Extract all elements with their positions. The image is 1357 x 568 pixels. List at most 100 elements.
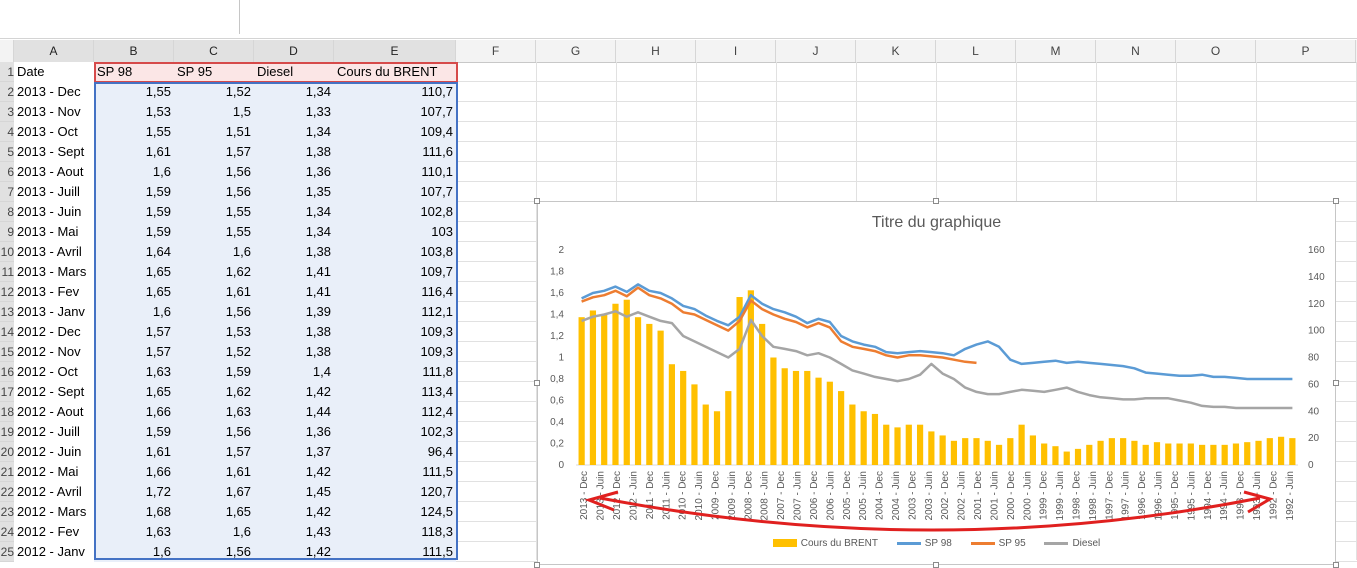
cell-date[interactable]: 2013 - Sept — [14, 142, 94, 162]
cell-sp95[interactable]: 1,53 — [174, 322, 254, 342]
cell-diesel[interactable]: 1,35 — [254, 182, 334, 202]
cell-date[interactable]: 2012 - Fev — [14, 522, 94, 542]
cell-sp98[interactable]: 1,6 — [94, 542, 174, 562]
cell-diesel[interactable]: 1,34 — [254, 82, 334, 102]
cell-date[interactable]: 2012 - Aout — [14, 402, 94, 422]
cell-brent[interactable]: 110,7 — [334, 82, 456, 102]
column-header-d[interactable]: D — [254, 40, 334, 62]
chart-resize-handle-s[interactable] — [933, 562, 939, 568]
cell-date[interactable]: 2013 - Avril — [14, 242, 94, 262]
column-header-i[interactable]: I — [696, 40, 776, 62]
cell-sp95[interactable]: 1,56 — [174, 302, 254, 322]
cell-brent[interactable]: 109,7 — [334, 262, 456, 282]
cell-sp95[interactable]: 1,55 — [174, 222, 254, 242]
cell-date[interactable]: 2013 - Fev — [14, 282, 94, 302]
cell-diesel[interactable]: 1,45 — [254, 482, 334, 502]
cell-sp98[interactable]: 1,72 — [94, 482, 174, 502]
header-cell-sp95[interactable]: SP 95 — [174, 62, 254, 82]
row-header[interactable]: 24 — [0, 522, 14, 542]
cell-sp98[interactable]: 1,59 — [94, 422, 174, 442]
cell-date[interactable]: 2012 - Janv — [14, 542, 94, 562]
cell-sp98[interactable]: 1,63 — [94, 362, 174, 382]
column-header-g[interactable]: G — [536, 40, 616, 62]
cell-date[interactable]: 2013 - Juill — [14, 182, 94, 202]
row-header[interactable]: 8 — [0, 202, 14, 222]
cell-date[interactable]: 2013 - Nov — [14, 102, 94, 122]
cell-sp95[interactable]: 1,56 — [174, 162, 254, 182]
cell-diesel[interactable]: 1,37 — [254, 442, 334, 462]
cell-brent[interactable]: 109,3 — [334, 322, 456, 342]
combo-chart[interactable]: Titre du graphique 0 0,2 0,4 0,6 0,8 1 1,2 1,4 1… — [537, 201, 1336, 565]
cell-sp98[interactable]: 1,66 — [94, 402, 174, 422]
header-cell-date[interactable]: Date — [14, 62, 94, 82]
cell-sp95[interactable]: 1,51 — [174, 122, 254, 142]
cell-diesel[interactable]: 1,38 — [254, 322, 334, 342]
chart-resize-handle-se[interactable] — [1333, 562, 1339, 568]
cell-brent[interactable]: 107,7 — [334, 102, 456, 122]
cell-sp98[interactable]: 1,6 — [94, 302, 174, 322]
cell-sp95[interactable]: 1,56 — [174, 542, 254, 562]
cell-sp98[interactable]: 1,53 — [94, 102, 174, 122]
cell-brent[interactable]: 113,4 — [334, 382, 456, 402]
cell-sp98[interactable]: 1,59 — [94, 182, 174, 202]
cell-sp95[interactable]: 1,57 — [174, 442, 254, 462]
cell-date[interactable]: 2012 - Oct — [14, 362, 94, 382]
row-header[interactable]: 9 — [0, 222, 14, 242]
cell-date[interactable]: 2013 - Juin — [14, 202, 94, 222]
row-header[interactable]: 7 — [0, 182, 14, 202]
cell-sp95[interactable]: 1,55 — [174, 202, 254, 222]
row-header[interactable]: 11 — [0, 262, 14, 282]
cell-sp95[interactable]: 1,56 — [174, 422, 254, 442]
column-header-j[interactable]: J — [776, 40, 856, 62]
cell-brent[interactable]: 103,8 — [334, 242, 456, 262]
row-header[interactable]: 19 — [0, 422, 14, 442]
row-header[interactable]: 14 — [0, 322, 14, 342]
row-header[interactable]: 3 — [0, 102, 14, 122]
column-header-f[interactable]: F — [456, 40, 536, 62]
row-header[interactable]: 22 — [0, 482, 14, 502]
cell-diesel[interactable]: 1,4 — [254, 362, 334, 382]
cell-date[interactable]: 2012 - Avril — [14, 482, 94, 502]
cell-sp95[interactable]: 1,59 — [174, 362, 254, 382]
cell-diesel[interactable]: 1,38 — [254, 242, 334, 262]
cell-sp95[interactable]: 1,57 — [174, 142, 254, 162]
cell-brent[interactable]: 96,4 — [334, 442, 456, 462]
cell-brent[interactable]: 111,5 — [334, 462, 456, 482]
cell-date[interactable]: 2012 - Juill — [14, 422, 94, 442]
cell-sp98[interactable]: 1,55 — [94, 82, 174, 102]
chart-resize-handle-ne[interactable] — [1333, 198, 1339, 204]
cell-diesel[interactable]: 1,38 — [254, 342, 334, 362]
cell-diesel[interactable]: 1,42 — [254, 542, 334, 562]
cell-brent[interactable]: 120,7 — [334, 482, 456, 502]
column-header-p[interactable]: P — [1256, 40, 1356, 62]
cell-sp95[interactable]: 1,52 — [174, 342, 254, 362]
row-header[interactable]: 15 — [0, 342, 14, 362]
cell-brent[interactable]: 116,4 — [334, 282, 456, 302]
cell-date[interactable]: 2012 - Juin — [14, 442, 94, 462]
cell-diesel[interactable]: 1,33 — [254, 102, 334, 122]
row-header[interactable]: 21 — [0, 462, 14, 482]
cell-diesel[interactable]: 1,43 — [254, 522, 334, 542]
row-header[interactable]: 10 — [0, 242, 14, 262]
row-header[interactable]: 23 — [0, 502, 14, 522]
cell-brent[interactable]: 109,3 — [334, 342, 456, 362]
cell-brent[interactable]: 112,4 — [334, 402, 456, 422]
cell-diesel[interactable]: 1,41 — [254, 282, 334, 302]
cell-sp98[interactable]: 1,68 — [94, 502, 174, 522]
row-header[interactable]: 2 — [0, 82, 14, 102]
cell-date[interactable]: 2012 - Dec — [14, 322, 94, 342]
row-header[interactable]: 4 — [0, 122, 14, 142]
cell-date[interactable]: 2013 - Aout — [14, 162, 94, 182]
cell-sp98[interactable]: 1,64 — [94, 242, 174, 262]
formula-bar[interactable] — [0, 0, 1357, 39]
column-header-e[interactable]: E — [334, 40, 456, 62]
cell-date[interactable]: 2012 - Mars — [14, 502, 94, 522]
cell-sp98[interactable]: 1,59 — [94, 202, 174, 222]
cell-brent[interactable]: 107,7 — [334, 182, 456, 202]
cell-sp95[interactable]: 1,67 — [174, 482, 254, 502]
chart-title[interactable]: Titre du graphique — [871, 214, 1002, 231]
cell-sp98[interactable]: 1,57 — [94, 322, 174, 342]
cell-sp95[interactable]: 1,61 — [174, 462, 254, 482]
cell-sp95[interactable]: 1,56 — [174, 182, 254, 202]
